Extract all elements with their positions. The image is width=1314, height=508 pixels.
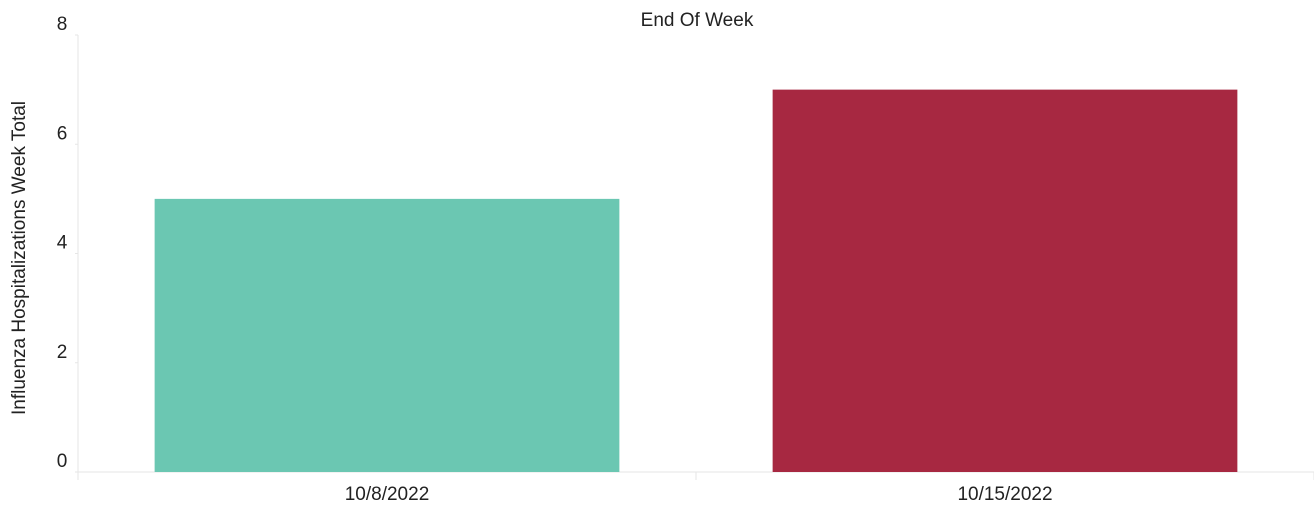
chart-title: End Of Week — [641, 10, 754, 31]
y-tick-label: 2 — [57, 342, 68, 363]
bar — [772, 89, 1238, 472]
y-axis-label: Influenza Hospitalizations Week Total — [9, 101, 30, 415]
x-tick-label: 10/15/2022 — [957, 484, 1052, 505]
y-tick-label: 0 — [57, 451, 68, 472]
bar — [154, 198, 620, 472]
y-tick-label: 8 — [57, 14, 68, 35]
x-tick-label: 10/8/2022 — [345, 484, 430, 505]
y-tick-label: 4 — [57, 233, 68, 254]
y-tick-label: 6 — [57, 123, 68, 144]
